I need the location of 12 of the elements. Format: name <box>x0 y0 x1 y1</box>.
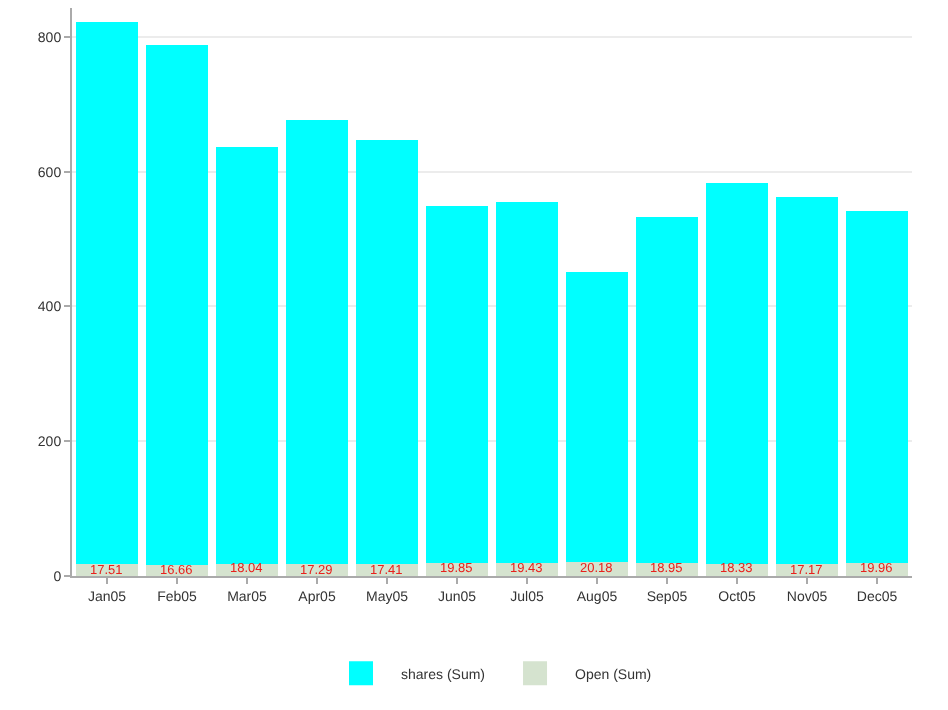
bar <box>216 146 278 564</box>
bar <box>426 205 488 563</box>
bar <box>356 140 418 565</box>
bar <box>496 201 558 563</box>
bar <box>286 120 348 565</box>
bar <box>146 45 208 565</box>
bar <box>566 272 628 563</box>
bar <box>76 21 138 565</box>
bar <box>846 210 908 563</box>
bar <box>636 216 698 564</box>
bar <box>776 196 838 565</box>
bar <box>706 182 768 564</box>
